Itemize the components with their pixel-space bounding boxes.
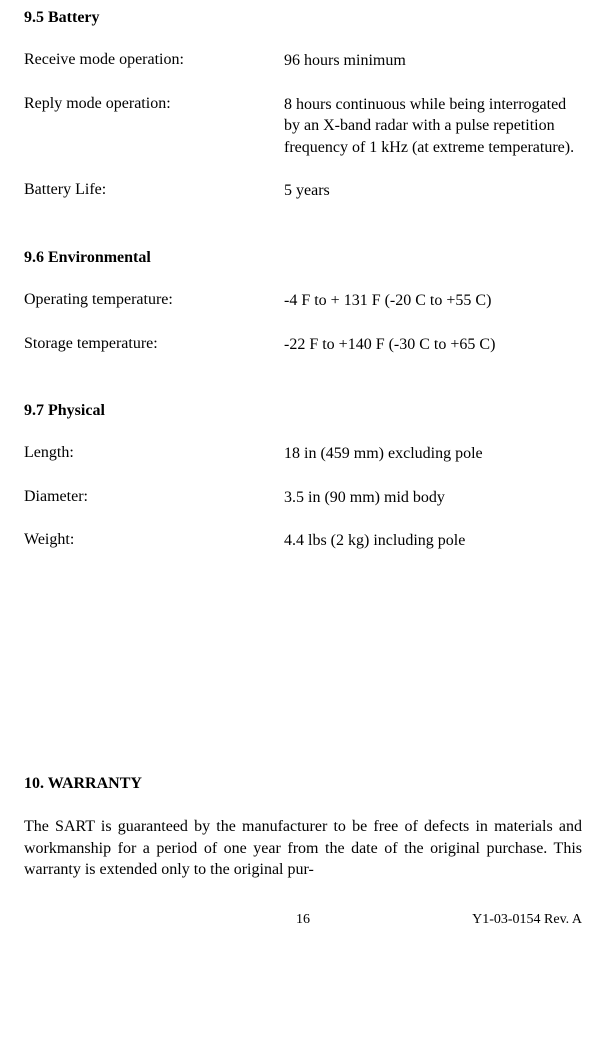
section-heading-battery: 9.5 Battery [24, 8, 582, 28]
spec-value: 8 hours continuous while being interroga… [284, 94, 582, 159]
spec-label: Receive mode operation: [24, 50, 284, 70]
spec-row: Reply mode operation: 8 hours continuous… [24, 94, 582, 159]
spec-label: Length: [24, 443, 284, 463]
spec-value: 4.4 lbs (2 kg) including pole [284, 530, 582, 552]
spec-value: 18 in (459 mm) excluding pole [284, 443, 582, 465]
section-heading-warranty: 10. WARRANTY [24, 774, 582, 794]
document-id: Y1-03-0154 Rev. A [472, 911, 582, 929]
spec-label: Storage temperature: [24, 334, 284, 354]
page-number: 16 [296, 911, 310, 929]
spec-label: Diameter: [24, 487, 284, 507]
spec-label: Operating temperature: [24, 290, 284, 310]
spec-value: 5 years [284, 180, 582, 202]
spec-value: -4 F to + 131 F (-20 C to +55 C) [284, 290, 582, 312]
document-page: 9.5 Battery Receive mode operation: 96 h… [0, 0, 606, 943]
spec-row: Battery Life: 5 years [24, 180, 582, 202]
warranty-paragraph: The SART is guaranteed by the manufactur… [24, 816, 582, 881]
spec-value: 3.5 in (90 mm) mid body [284, 487, 582, 509]
spec-row: Operating temperature: -4 F to + 131 F (… [24, 290, 582, 312]
spec-row: Weight: 4.4 lbs (2 kg) including pole [24, 530, 582, 552]
section-heading-environmental: 9.6 Environmental [24, 248, 582, 268]
spec-label: Battery Life: [24, 180, 284, 200]
section-heading-physical: 9.7 Physical [24, 401, 582, 421]
spec-row: Storage temperature: -22 F to +140 F (-3… [24, 334, 582, 356]
spec-label: Reply mode operation: [24, 94, 284, 114]
spec-row: Length: 18 in (459 mm) excluding pole [24, 443, 582, 465]
spec-label: Weight: [24, 530, 284, 550]
spec-row: Diameter: 3.5 in (90 mm) mid body [24, 487, 582, 509]
spec-row: Receive mode operation: 96 hours minimum [24, 50, 582, 72]
spec-value: -22 F to +140 F (-30 C to +65 C) [284, 334, 582, 356]
vertical-spacer [24, 574, 582, 774]
page-footer: 16 Y1-03-0154 Rev. A [24, 911, 582, 931]
spec-value: 96 hours minimum [284, 50, 582, 72]
